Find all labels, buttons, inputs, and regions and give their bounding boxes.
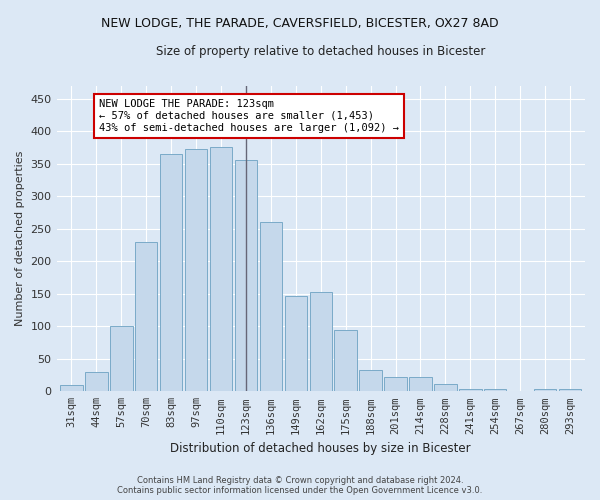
Title: Size of property relative to detached houses in Bicester: Size of property relative to detached ho… xyxy=(156,45,485,58)
Bar xyxy=(135,242,157,392)
Bar xyxy=(434,384,457,392)
Bar xyxy=(359,370,382,392)
Bar xyxy=(334,330,357,392)
X-axis label: Distribution of detached houses by size in Bicester: Distribution of detached houses by size … xyxy=(170,442,471,455)
Y-axis label: Number of detached properties: Number of detached properties xyxy=(15,150,25,326)
Bar xyxy=(210,148,232,392)
Bar xyxy=(534,390,556,392)
Bar xyxy=(235,160,257,392)
Bar xyxy=(60,385,83,392)
Bar xyxy=(459,388,482,392)
Bar xyxy=(559,390,581,392)
Text: Contains HM Land Registry data © Crown copyright and database right 2024.
Contai: Contains HM Land Registry data © Crown c… xyxy=(118,476,482,495)
Bar xyxy=(85,372,107,392)
Bar xyxy=(409,377,431,392)
Bar xyxy=(110,326,133,392)
Text: NEW LODGE, THE PARADE, CAVERSFIELD, BICESTER, OX27 8AD: NEW LODGE, THE PARADE, CAVERSFIELD, BICE… xyxy=(101,18,499,30)
Bar xyxy=(509,390,532,392)
Text: NEW LODGE THE PARADE: 123sqm
← 57% of detached houses are smaller (1,453)
43% of: NEW LODGE THE PARADE: 123sqm ← 57% of de… xyxy=(99,100,399,132)
Bar xyxy=(385,377,407,392)
Bar xyxy=(160,154,182,392)
Bar xyxy=(484,388,506,392)
Bar xyxy=(185,150,208,392)
Bar xyxy=(284,296,307,392)
Bar xyxy=(310,292,332,392)
Bar xyxy=(260,222,282,392)
